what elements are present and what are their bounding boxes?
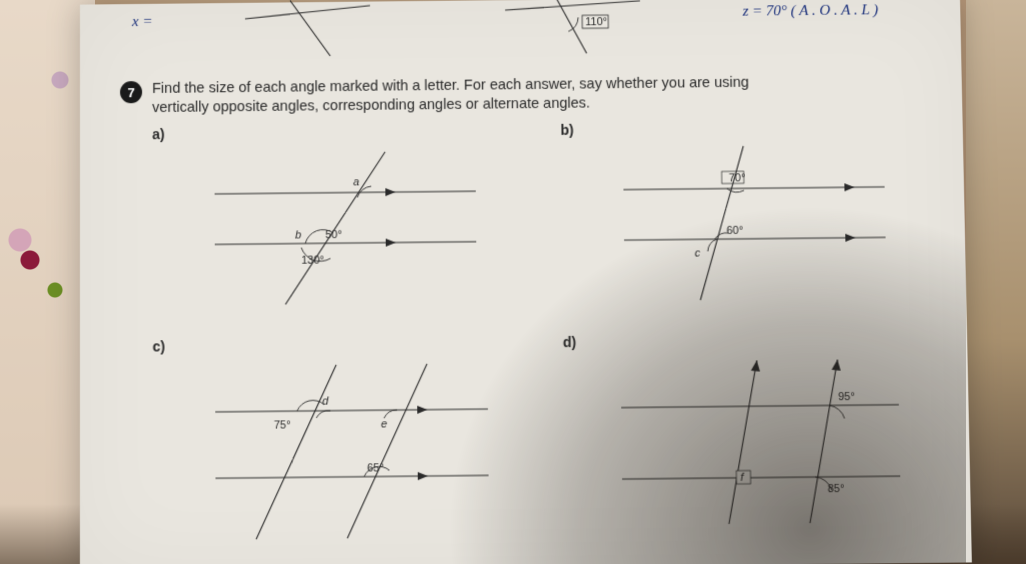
angle-75: 75°	[274, 420, 291, 432]
diagram-c: 75° d e 65°	[195, 353, 510, 550]
letter-e: e	[381, 419, 387, 431]
handwritten-x-equals: x =	[132, 14, 153, 31]
question-7-text: Find the size of each angle marked with …	[152, 74, 749, 119]
diagram-b: 70° 60° c	[603, 137, 908, 322]
letter-a: a	[353, 177, 359, 189]
part-b-label: b)	[560, 122, 573, 138]
angle-60: 60°	[726, 225, 743, 237]
question-number-badge: 7	[120, 81, 142, 103]
top-row: x = 110° z z = 70° ( A . O . A . L )	[120, 2, 937, 67]
handwritten-z-answer: z = 70° ( A . O . A . L )	[742, 2, 878, 20]
part-b: b) 70° 60° c	[560, 118, 942, 324]
background-right-fabric	[966, 0, 1026, 564]
top-diagram-fragment-left	[240, 0, 380, 57]
angle-65: 65°	[367, 462, 384, 474]
part-d: d) 95° 85° f	[563, 330, 947, 538]
angle-95: 95°	[838, 391, 855, 403]
question-7-header: 7 Find the size of each angle marked wit…	[120, 72, 938, 119]
letter-d: d	[322, 396, 329, 408]
top-diagram-fragment-right: 110° z	[500, 0, 651, 56]
angle-50: 50°	[325, 229, 342, 241]
diagram-grid: a) a b 50° 130° b)	[120, 118, 947, 543]
diagram-a: a b 50° 130°	[194, 141, 497, 326]
diagram-d: 95° 85° f	[605, 349, 921, 546]
angle-110-label: 110°	[585, 16, 607, 28]
q7-line1: Find the size of each angle marked with …	[152, 75, 749, 97]
angle-70: 70°	[729, 172, 746, 184]
part-a: a) a b 50° 130°	[152, 122, 532, 328]
angle-85: 85°	[828, 483, 845, 495]
q7-line2: vertically opposite angles, correspondin…	[152, 96, 590, 117]
letter-b: b	[295, 230, 301, 242]
worksheet-paper: x = 110° z z = 70° ( A . O . A . L ) 7 F…	[80, 0, 972, 564]
angle-130: 130°	[301, 255, 324, 267]
part-c: c) 75° d e 65°	[153, 335, 535, 543]
part-a-label: a)	[152, 126, 165, 142]
letter-c: c	[695, 248, 701, 260]
part-d-label: d)	[563, 334, 577, 350]
part-c-label: c)	[153, 338, 166, 354]
